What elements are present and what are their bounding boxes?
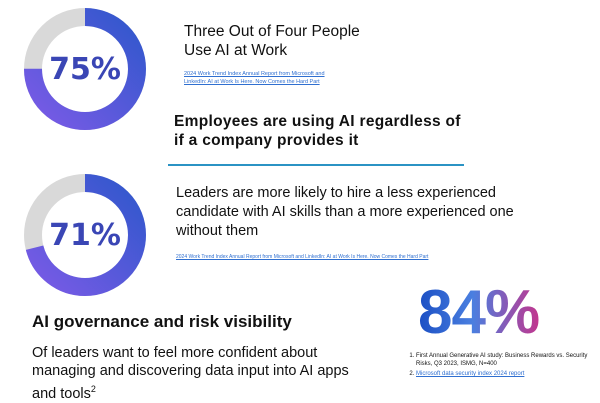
stat1-title-line2: Use AI at Work: [184, 42, 288, 59]
section-divider: [168, 164, 464, 166]
percent-71: 71%: [49, 217, 121, 253]
reference-link-2[interactable]: Microsoft data security index 2024 repor…: [416, 371, 525, 377]
stat1-source-line2[interactable]: LinkedIn: AI at Work Is Here. Now Comes …: [184, 78, 320, 85]
reference-list: First Annual Generative AI study: Busine…: [400, 352, 590, 378]
footnote-mark: 2: [90, 384, 96, 394]
governance-text: Of leaders want to feel more confident a…: [32, 344, 372, 403]
stat1-title: Three Out of Four People Use AI at Work: [184, 22, 360, 60]
donut-chart-71: 71%: [20, 170, 150, 300]
stat1-title-line1: Three Out of Four People: [184, 23, 360, 40]
stat1-source-line1[interactable]: 2024 Work Trend Index Annual Report from…: [184, 71, 325, 77]
reference-item-2[interactable]: Microsoft data security index 2024 repor…: [416, 370, 590, 378]
governance-heading: AI governance and risk visibility: [32, 312, 292, 331]
donut-ring-71: [24, 174, 146, 296]
donut-chart-75: 75%: [20, 4, 150, 134]
donut-arc: [24, 174, 146, 296]
percent-75: 75%: [49, 51, 121, 87]
employees-statement: Employees are using AI regardless of if …: [174, 113, 461, 149]
donut-ring-75: [24, 8, 146, 130]
governance-text-body: Of leaders want to feel more confident a…: [32, 345, 349, 402]
reference-item-1: First Annual Generative AI study: Busine…: [416, 352, 590, 368]
references: First Annual Generative AI study: Busine…: [400, 352, 590, 380]
stat1-source-link[interactable]: 2024 Work Trend Index Annual Report from…: [184, 71, 374, 86]
percent-84: 84%: [418, 278, 540, 347]
stat2-text: Leaders are more likely to hire a less e…: [176, 185, 514, 239]
stat2-source-link[interactable]: 2024 Work Trend Index Annual Report from…: [176, 254, 429, 260]
donut-arc: [24, 8, 146, 130]
